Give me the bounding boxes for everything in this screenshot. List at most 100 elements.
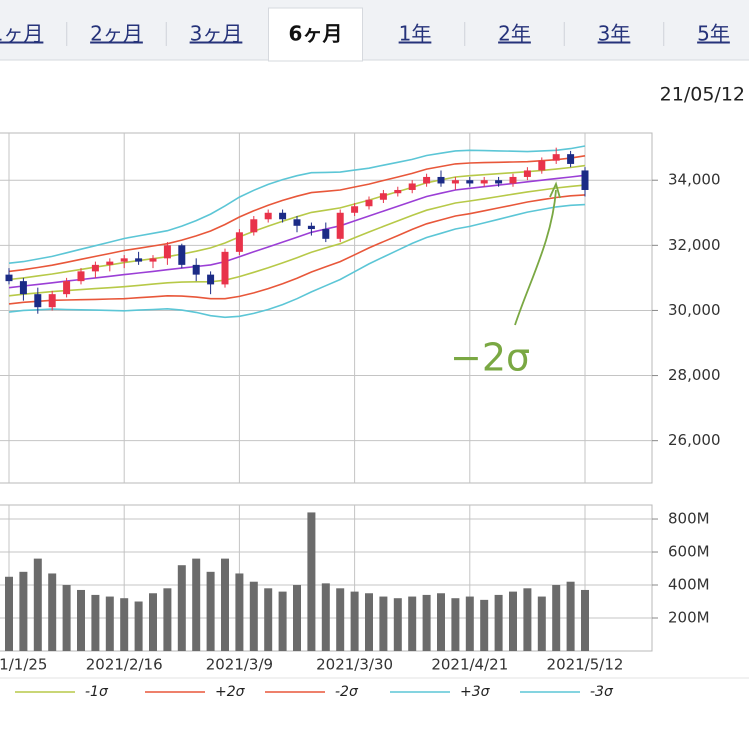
candle-body [495,180,503,184]
volume-bar [206,571,215,651]
candle-body [19,281,27,295]
volume-bar [350,591,359,651]
volume-bar [33,558,42,651]
x-tick-label: 2021/4/21 [431,656,508,674]
candle-body [379,193,387,200]
volume-bar [581,589,589,651]
candle-body [581,170,589,190]
tab-selected[interactable]: 6ヶ月 [289,22,343,46]
volume-bar [523,588,532,651]
volume-bar [437,593,445,651]
y-tick-label: 30,000 [668,301,721,319]
volume-bar [91,594,100,651]
candle-body [120,258,128,262]
candle-body [365,199,373,207]
candle-body [149,258,157,262]
volume-bar [77,589,85,651]
legend-label: +2σ [215,684,246,700]
volume-bar [480,599,489,651]
candle-body [48,294,56,308]
volume-bar [62,585,71,651]
volume-bar [393,598,402,651]
candle-body [91,264,99,272]
x-tick-label: 2021/3/30 [316,656,393,674]
band-line [8,155,586,273]
candle-body [293,219,301,226]
volume-bar [307,512,316,651]
candle-body [63,281,71,295]
x-tick-label: 2021/2/16 [86,656,163,674]
candle-body [437,176,445,184]
volume-bar [365,593,373,651]
band-line [8,145,586,264]
volume-bar [451,598,460,651]
y-tick-label: 200M [668,609,710,627]
volume-bar [163,588,172,651]
y-tick-label: 32,000 [668,236,721,254]
tab-bar [0,0,749,60]
legend-label: +3σ [460,684,491,700]
legend-label: -3σ [590,684,614,700]
tab[interactable]: 2ヶ月 [90,22,143,46]
candle-body [135,258,143,262]
band-line [8,174,586,289]
candle-body [279,212,287,220]
volume-bar [379,596,388,651]
volume-bar [19,571,28,651]
band-line [8,203,586,319]
tab[interactable]: 1ヶ月 [0,22,43,46]
volume-bar [566,581,575,651]
tab[interactable]: 3ヶ月 [190,22,243,46]
volume-bar [422,594,431,651]
volume-bar [293,585,301,651]
volume-bar [509,591,517,651]
volume-bar [249,581,258,651]
candle-body [5,274,13,282]
candle-body [351,206,359,213]
candle-body [221,251,229,285]
candle-body [538,160,546,171]
volume-bar [552,585,561,651]
volume-bar [105,596,114,651]
volume-bar [192,558,201,651]
candle-body [567,154,575,164]
candle-body [523,170,531,177]
candle-body [264,212,272,220]
candle-body [552,154,560,161]
volume-bar [134,601,143,651]
tab[interactable]: 3年 [598,22,631,46]
tab-selected-bg [268,7,363,62]
volume-bar [264,588,273,651]
volume-bar [465,596,474,651]
tab[interactable]: 1年 [399,22,432,46]
price-frame [0,132,653,484]
volume-bar [48,573,57,651]
legend-label: -1σ [85,684,109,700]
candle-body [163,245,171,259]
volume-bar [494,594,503,651]
annotation-arrow [514,189,557,326]
y-tick-label: 800M [668,510,710,528]
volume-bar [537,596,546,651]
candle-body [250,219,258,233]
y-tick-label: 34,000 [668,171,721,189]
candle-body [394,189,402,194]
tab[interactable]: 5年 [697,22,730,46]
volume-bar [177,565,186,651]
candle-body [480,180,488,184]
annotation: −2σ [450,336,530,380]
candle-body [235,232,243,252]
candle-body [34,294,42,308]
plot: 26,000 28,000 30,000 32,000 34,000 200M 400M 60… [0,132,721,674]
legend: -1σ +2σ -2σ +3σ -3σ [15,684,614,700]
volume-bar [5,576,13,651]
volume-bar [278,591,287,651]
candle-body [192,264,200,275]
tab[interactable]: 2年 [498,22,531,46]
volume-bar [336,588,345,651]
date-label: 21/05/12 [660,84,745,106]
legend-label: -2σ [335,684,359,700]
candle-body [207,274,215,285]
band-line [8,184,586,297]
